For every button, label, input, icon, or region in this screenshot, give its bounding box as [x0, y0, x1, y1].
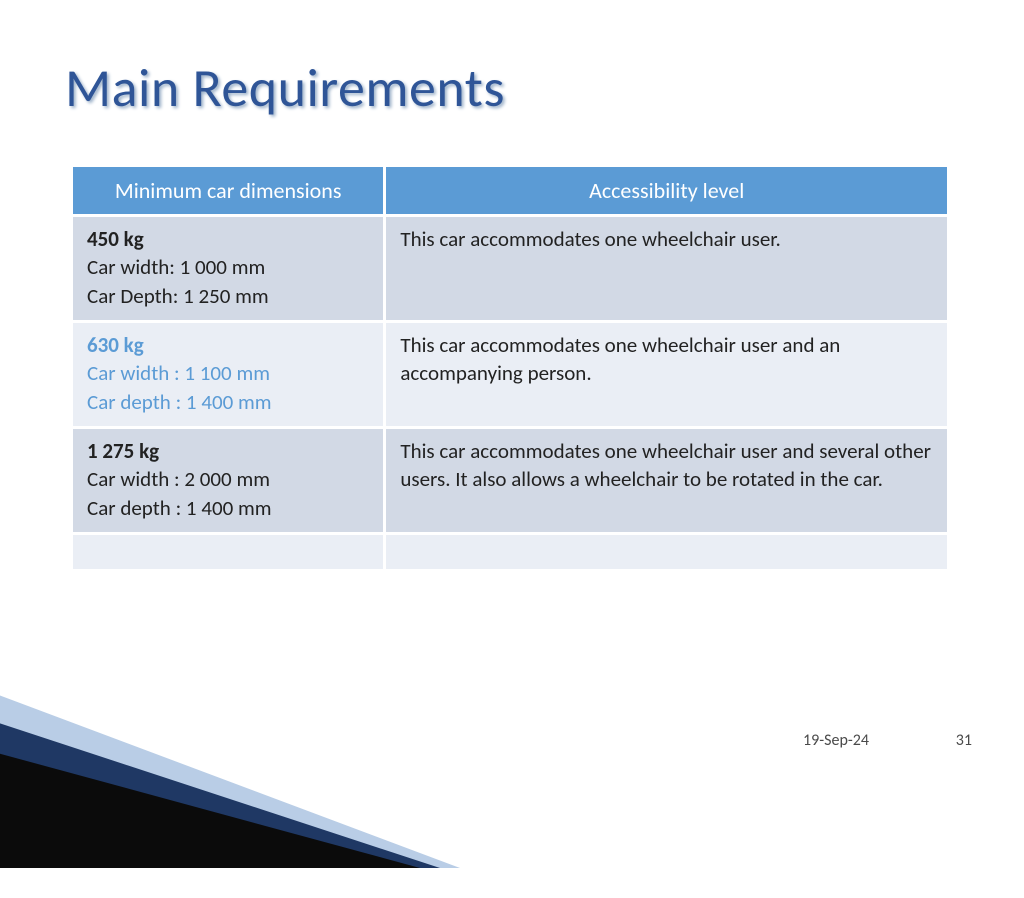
weight-value: 630 kg: [87, 332, 144, 358]
width-value: Car width : 2 000 mm: [87, 466, 270, 492]
width-value: Car width: 1 000 mm: [87, 254, 265, 280]
width-value: Car width : 1 100 mm: [87, 360, 270, 386]
requirements-table: Minimum car dimensions Accessibility lev…: [70, 164, 950, 572]
cell-accessibility: This car accommodates one wheelchair use…: [386, 429, 947, 532]
weight-value: 450 kg: [87, 226, 144, 252]
table-row: 1 275 kg Car width : 2 000 mm Car depth …: [73, 429, 947, 532]
table-row: 450 kg Car width: 1 000 mm Car Depth: 1 …: [73, 217, 947, 320]
cell-blank: [386, 535, 947, 569]
deco-triangle-bottom: [0, 683, 420, 868]
cell-dimensions: 630 kg Car width : 1 100 mm Car depth : …: [73, 323, 383, 426]
cell-blank: [73, 535, 383, 569]
table-row: 630 kg Car width : 1 100 mm Car depth : …: [73, 323, 947, 426]
cell-dimensions: 1 275 kg Car width : 2 000 mm Car depth …: [73, 429, 383, 532]
table-header-dimensions: Minimum car dimensions: [73, 167, 383, 214]
table-row-blank: [73, 535, 947, 569]
cell-accessibility: This car accommodates one wheelchair use…: [386, 323, 947, 426]
depth-value: Car depth : 1 400 mm: [87, 389, 272, 415]
deco-triangle-top: [0, 598, 460, 868]
weight-value: 1 275 kg: [87, 438, 159, 464]
footer-page-number: 31: [956, 731, 972, 750]
deco-triangle-mid: [0, 638, 440, 868]
corner-decoration: [0, 598, 740, 898]
depth-value: Car Depth: 1 250 mm: [87, 283, 269, 309]
cell-accessibility: This car accommodates one wheelchair use…: [386, 217, 947, 320]
table-header-accessibility: Accessibility level: [386, 167, 947, 214]
footer-date: 19-Sep-24: [803, 731, 869, 750]
cell-dimensions: 450 kg Car width: 1 000 mm Car Depth: 1 …: [73, 217, 383, 320]
depth-value: Car depth : 1 400 mm: [87, 495, 272, 521]
slide-title: Main Requirements: [65, 55, 505, 121]
table-header-row: Minimum car dimensions Accessibility lev…: [73, 167, 947, 214]
